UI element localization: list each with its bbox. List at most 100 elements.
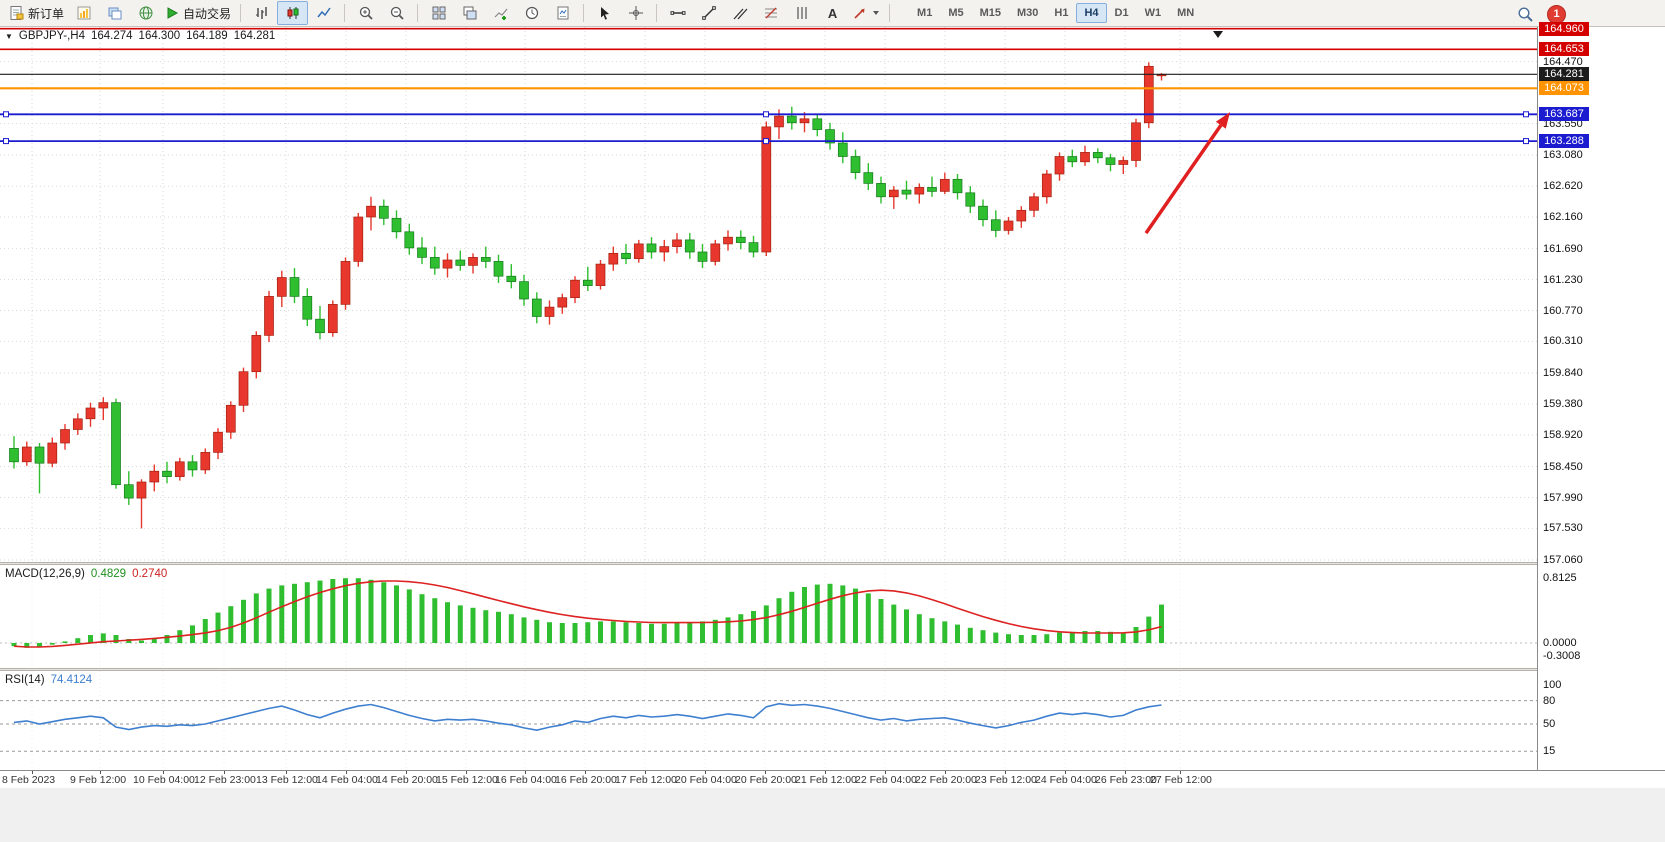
rsi-panel[interactable]: RSI(14) 74.4124 xyxy=(0,671,1537,770)
timeframe-button-w1[interactable]: W1 xyxy=(1144,7,1162,19)
time-axis-tick xyxy=(1005,771,1006,774)
time-axis-label: 10 Feb 04:00 xyxy=(133,774,195,786)
profiles-button[interactable] xyxy=(99,1,130,25)
toolbar-separator xyxy=(583,4,585,22)
time-axis-tick xyxy=(163,771,164,774)
timeframe-button-h1[interactable]: H1 xyxy=(1054,7,1069,19)
time-axis-tick xyxy=(825,771,826,774)
timeframe-button-mn[interactable]: MN xyxy=(1177,7,1195,19)
price-marker-box: 164.960 xyxy=(1539,21,1589,36)
time-axis-label: 8 Feb 2023 xyxy=(2,774,56,786)
dropdown-caret-icon xyxy=(873,11,880,15)
timeframe-button-m15[interactable]: M15 xyxy=(979,7,1001,19)
time-axis-tick xyxy=(100,771,101,774)
rsi-line xyxy=(13,702,1162,732)
macd-value: 0.4829 xyxy=(90,568,127,580)
macd-signal-value: 0.2740 xyxy=(132,568,168,580)
channel-tool-button[interactable] xyxy=(724,1,755,25)
price-grid-label: 157.990 xyxy=(1543,491,1583,504)
search-button[interactable] xyxy=(1510,2,1541,26)
price-grid-label: 161.690 xyxy=(1543,242,1583,255)
bar-chart-mode-button[interactable] xyxy=(246,1,277,25)
price-axis[interactable]: 164.470 163.550 163.080 162.620 162.160 161.6… xyxy=(1537,21,1665,770)
text-tool-button[interactable]: A xyxy=(817,1,848,25)
profiles-icon xyxy=(108,7,122,20)
trend-arrow[interactable] xyxy=(1144,112,1230,235)
fibonacci-tool-button[interactable] xyxy=(755,1,786,25)
line-chart-mode-icon xyxy=(316,7,331,18)
market-watch-button[interactable] xyxy=(130,1,161,25)
timeframe-button-m1[interactable]: M1 xyxy=(917,7,933,19)
chart-window: ▼ GBPJPY-,H4 164.274 164.300 164.189 164… xyxy=(0,21,1665,788)
hline-handle[interactable] xyxy=(763,138,769,145)
macd-label: MACD(12,26,9) xyxy=(5,568,85,580)
hline-handle[interactable] xyxy=(3,138,9,145)
timeframe-button-d1[interactable]: D1 xyxy=(1114,7,1129,19)
timeframe-button-m30[interactable]: M30 xyxy=(1017,7,1039,19)
collapse-icon[interactable]: ▼ xyxy=(5,31,13,41)
add-indicator-button[interactable] xyxy=(485,1,516,25)
candles xyxy=(9,62,1167,529)
time-axis-tick xyxy=(1180,771,1181,774)
templates-button[interactable] xyxy=(547,1,578,25)
new-chart-icon xyxy=(77,6,91,20)
new-order-button[interactable]: 新订单 xyxy=(4,1,68,25)
zoom-in-button[interactable] xyxy=(350,1,381,25)
autotrading-label: 自动交易 xyxy=(183,6,232,21)
price-grid-label: 162.620 xyxy=(1543,180,1583,193)
macd-scale-label: 0.8125 xyxy=(1543,572,1577,584)
rsi-value: 74.4124 xyxy=(50,674,93,686)
price-grid-label: 163.080 xyxy=(1543,149,1583,162)
rsi-header: RSI(14) 74.4124 xyxy=(5,674,92,686)
hline-handle[interactable] xyxy=(763,111,769,118)
cycle-lines-tool-button[interactable] xyxy=(786,1,817,25)
new-chart-button[interactable] xyxy=(68,1,99,25)
tile-windows-icon xyxy=(432,6,446,20)
price-marker-box: 164.653 xyxy=(1539,42,1589,57)
time-axis-tick xyxy=(406,771,407,774)
main-chart-canvas[interactable] xyxy=(0,27,1537,562)
price-grid-label: 158.920 xyxy=(1543,428,1583,441)
time-axis[interactable]: 8 Feb 2023 9 Feb 12:00 10 Feb 04:00 12 Feb … xyxy=(0,770,1665,788)
price-grid-label: 162.160 xyxy=(1543,211,1583,223)
time-axis-label: 17 Feb 12:00 xyxy=(615,774,677,786)
trendline-tool-button[interactable] xyxy=(693,1,724,25)
horizontal-line-tool-button[interactable] xyxy=(662,1,693,25)
time-axis-label: 16 Feb 20:00 xyxy=(555,774,617,786)
timeframe-button-h4[interactable]: H4 xyxy=(1076,3,1107,23)
macd-scale-label: -0.3008 xyxy=(1543,650,1581,662)
main-toolbar: 新订单 自动交易 xyxy=(0,0,1665,27)
time-axis-label: 26 Feb 23:00 xyxy=(1095,774,1157,786)
low-value: 164.189 xyxy=(186,30,228,42)
cursor-icon xyxy=(600,7,609,20)
timeframe-button-m5[interactable]: M5 xyxy=(948,7,964,19)
price-grid-label: 157.530 xyxy=(1543,522,1583,535)
main-chart-panel[interactable]: ▼ GBPJPY-,H4 164.274 164.300 164.189 164… xyxy=(0,27,1537,562)
price-grid-label: 158.450 xyxy=(1543,460,1583,473)
bar-chart-mode-icon xyxy=(255,7,267,19)
hline-handle[interactable] xyxy=(3,111,9,118)
periods-clock-button[interactable] xyxy=(516,1,547,25)
arrows-tool-button[interactable] xyxy=(848,1,884,25)
cascade-windows-button[interactable] xyxy=(454,1,485,25)
macd-scale-label: 0.0000 xyxy=(1543,637,1577,649)
open-value: 164.274 xyxy=(90,30,133,42)
panel-splitter[interactable] xyxy=(0,668,1665,671)
price-grid-label: 160.310 xyxy=(1543,335,1583,348)
autotrading-button[interactable]: 自动交易 xyxy=(161,1,235,25)
zoom-out-button[interactable] xyxy=(381,1,412,25)
rsi-canvas[interactable] xyxy=(0,671,1537,770)
cursor-button[interactable] xyxy=(589,1,620,25)
crosshair-button[interactable] xyxy=(620,1,651,25)
hline-handle[interactable] xyxy=(1523,138,1529,145)
hline-handle[interactable] xyxy=(1523,111,1529,118)
high-value: 164.300 xyxy=(138,30,181,42)
candlestick-mode-button[interactable] xyxy=(277,1,309,25)
tile-windows-button[interactable] xyxy=(423,1,454,25)
macd-canvas[interactable] xyxy=(0,565,1537,668)
time-axis-tick xyxy=(466,771,467,774)
macd-panel[interactable]: MACD(12,26,9) 0.4829 0.2740 xyxy=(0,565,1537,668)
notification-badge[interactable]: 1 xyxy=(1547,4,1566,24)
panel-splitter[interactable] xyxy=(0,562,1665,565)
line-chart-mode-button[interactable] xyxy=(308,1,339,25)
